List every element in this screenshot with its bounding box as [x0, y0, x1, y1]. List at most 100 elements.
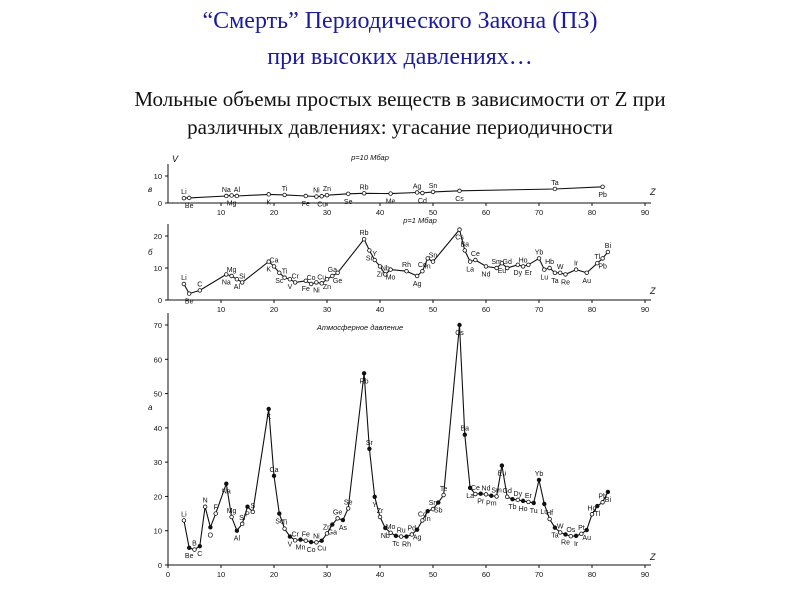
point-label-2-Zn: Zn: [323, 524, 331, 531]
point-label-1-Ce: Ce: [471, 251, 480, 258]
point-label-2-Y: Y: [372, 502, 377, 509]
point-2-Pm: [489, 493, 494, 498]
point-0-Ni: [314, 194, 319, 199]
point-label-2-Ti: Ti: [282, 520, 288, 527]
point-label-0-Li: Li: [181, 189, 187, 196]
point-label-2-In: In: [425, 516, 431, 523]
point-2-Ge: [335, 516, 340, 521]
point-label-2-Re: Re: [561, 539, 570, 546]
point-2-K: [266, 406, 271, 412]
point-label-2-Eu: Eu: [498, 471, 507, 478]
point-label-2-Ni: Ni: [313, 533, 320, 540]
point-0-Cs: [457, 188, 462, 194]
point-2-P: [245, 504, 250, 509]
point-2-As: [340, 517, 346, 523]
point-1-Eu: [499, 261, 505, 266]
point-2-Re: [563, 532, 568, 537]
point-1-Pb: [600, 256, 605, 261]
point-2-Tc: [393, 533, 399, 539]
point-2-Zn: [324, 531, 330, 536]
point-2-Te: [441, 492, 446, 498]
point-2-Li: [181, 518, 187, 523]
y-axis-label-0: V: [172, 154, 179, 164]
point-1-In: [425, 256, 430, 261]
panel-annotation-0: p=10 Мбар: [350, 153, 389, 162]
point-1-Cr: [293, 280, 298, 285]
point-2-Tu: [531, 500, 536, 506]
point-label-0-Rb: Rb: [360, 184, 369, 191]
x-tick-label-0-40: 40: [376, 208, 384, 217]
point-2-F: [213, 511, 218, 516]
point-label-1-K: K: [266, 267, 271, 274]
point-1-Ir: [573, 267, 579, 272]
point-label-0-Fe: Fe: [302, 201, 310, 208]
point-2-Nb: [383, 525, 388, 531]
point-1-Sr: [367, 248, 372, 253]
x-tick-label-1-40: 40: [376, 305, 384, 314]
point-label-2-F: F: [214, 505, 218, 512]
x-axis-label-2: Z: [649, 552, 656, 562]
point-label-1-Na: Na: [222, 279, 231, 286]
y-tick-label-1-0: 0: [158, 296, 162, 305]
point-2-La: [467, 485, 473, 491]
point-0-Rb: [361, 191, 367, 196]
x-axis-label-0: Z: [649, 187, 656, 197]
y-tick-label-1-10: 10: [154, 264, 162, 273]
point-2-Se: [346, 506, 351, 511]
point-label-2-Sm: Sm: [491, 487, 502, 494]
x-tick-label-2-40: 40: [376, 570, 384, 579]
point-label-2-S: S: [250, 503, 255, 510]
point-label-2-Ca: Ca: [270, 467, 279, 474]
point-2-B: [192, 547, 197, 552]
point-2-Au: [584, 527, 589, 533]
point-label-2-Ta: Ta: [551, 533, 559, 540]
point-label-1-Pb: Pb: [598, 263, 607, 270]
point-2-Sr: [367, 446, 372, 451]
point-label-0-Sn: Sn: [429, 183, 438, 190]
y-tick-label-2-10: 10: [154, 527, 162, 536]
point-label-2-Se: Se: [344, 499, 353, 506]
x-tick-label-1-30: 30: [323, 305, 331, 314]
point-label-2-Nd: Nd: [482, 485, 491, 492]
point-1-Ge: [335, 270, 340, 275]
x-tick-label-1-50: 50: [429, 305, 437, 314]
y-tick-label-0-0: 0: [158, 199, 162, 208]
point-label-0-K: K: [266, 199, 271, 206]
point-label-1-Er: Er: [525, 270, 533, 277]
slide-title-line-2: при высоких давлениях…: [267, 44, 533, 70]
point-1-Ce: [473, 257, 478, 263]
point-2-In: [425, 508, 430, 514]
point-1-Er: [526, 262, 531, 267]
point-1-Al: [234, 277, 240, 282]
point-2-Ru: [399, 534, 404, 539]
point-label-2-Cu: Cu: [317, 546, 326, 553]
point-label-1-Ba: Ba: [461, 241, 470, 248]
point-1-C: [197, 288, 202, 293]
point-2-Dy: [515, 497, 520, 503]
point-label-1-Nd: Nd: [482, 271, 491, 278]
point-1-Ti: [282, 275, 287, 280]
point-1-Ca: [271, 264, 277, 269]
point-label-2-Ag: Ag: [413, 535, 422, 542]
point-0-Ti: [282, 192, 287, 198]
point-2-Eu: [499, 463, 505, 468]
point-label-1-Fe: Fe: [302, 286, 310, 293]
point-label-0-Cu: Cu: [317, 201, 326, 208]
point-1-Ga: [330, 273, 335, 279]
point-label-2-Ir: Ir: [574, 541, 579, 548]
point-2-Sm: [494, 494, 499, 499]
x-tick-label-1-80: 80: [588, 305, 596, 314]
point-label-0-Pb: Pb: [598, 192, 607, 199]
point-label-2-Na: Na: [222, 489, 231, 496]
point-label-2-Dy: Dy: [514, 491, 523, 498]
slide-title-line-1: “Смерть” Периодического Закона (ПЗ): [202, 8, 598, 34]
point-2-N: [202, 504, 208, 509]
point-0-Be: [186, 195, 192, 201]
point-2-Ta: [552, 525, 558, 530]
point-1-Li: [181, 281, 187, 287]
point-label-0-Ti: Ti: [282, 186, 288, 193]
point-label-1-Cu: Cu: [317, 274, 326, 281]
point-1-V: [287, 277, 293, 282]
x-tick-label-0-30: 30: [323, 208, 331, 217]
